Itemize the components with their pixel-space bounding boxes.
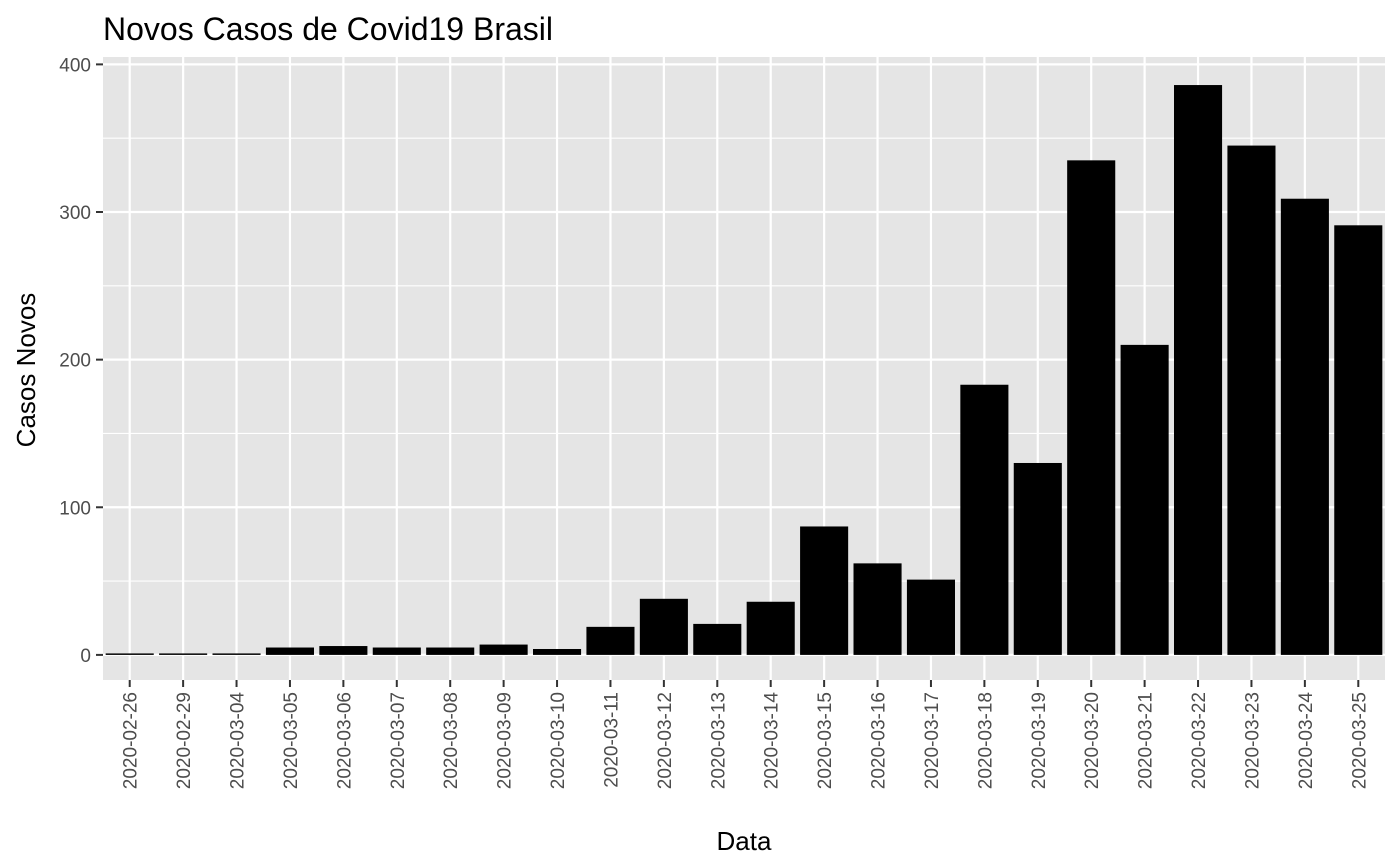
bar: [1280, 198, 1329, 655]
bar: [212, 653, 261, 655]
y-tick-label: 200: [59, 351, 91, 372]
bar: [1120, 344, 1169, 655]
x-tick-label: 2020-03-17: [922, 692, 943, 789]
bar: [1067, 160, 1116, 655]
bar: [906, 579, 955, 655]
y-axis: 0 100 200 300 400: [59, 55, 103, 667]
bar: [586, 626, 635, 655]
y-tick-label: 300: [59, 203, 91, 224]
x-tick-label: 2020-03-20: [1082, 692, 1103, 789]
x-tick-label: 2020-03-21: [1136, 692, 1157, 789]
bar: [1334, 225, 1383, 655]
x-tick-label: 2020-03-25: [1349, 692, 1370, 789]
bar: [1013, 462, 1062, 655]
y-tick-label: 400: [59, 55, 91, 76]
x-tick-label: 2020-02-26: [121, 692, 142, 789]
x-tick-label: 2020-03-14: [762, 692, 783, 790]
x-tick-label: 2020-02-29: [174, 692, 195, 789]
x-tick-label: 2020-03-06: [334, 692, 355, 789]
bar: [426, 647, 475, 655]
bar: [1174, 85, 1223, 655]
bars: [105, 85, 1383, 655]
x-tick-label: 2020-03-10: [548, 692, 569, 789]
x-tick-label: 2020-03-15: [815, 692, 836, 789]
x-tick-label: 2020-03-18: [975, 692, 996, 789]
bar: [533, 648, 582, 655]
x-tick-label: 2020-03-12: [655, 692, 676, 789]
bar: [372, 647, 421, 655]
x-tick-label: 2020-03-23: [1242, 692, 1263, 789]
x-tick-label: 2020-03-04: [228, 692, 249, 790]
grid-minor: [103, 137, 1385, 582]
bar: [746, 601, 795, 655]
bar: [319, 646, 368, 655]
x-tick-label: 2020-03-08: [441, 692, 462, 789]
chart-title: Novos Casos de Covid19 Brasil: [103, 11, 553, 47]
bar: [693, 623, 742, 655]
bar: [105, 653, 154, 655]
x-tick-label: 2020-03-19: [1029, 692, 1050, 789]
x-tick-label: 2020-03-16: [869, 692, 890, 789]
bar: [960, 384, 1009, 655]
bar: [853, 563, 902, 655]
x-tick-label: 2020-03-05: [281, 692, 302, 789]
x-tick-label: 2020-03-13: [708, 692, 729, 789]
x-axis: 2020-02-26 2020-02-29 2020-03-04 2020-03-05…: [121, 680, 1370, 790]
x-tick-label: 2020-03-09: [495, 692, 516, 789]
y-tick-label: 100: [59, 498, 91, 519]
x-tick-label: 2020-03-11: [601, 692, 622, 788]
bar: [1227, 145, 1276, 655]
x-tick-label: 2020-03-22: [1189, 692, 1210, 789]
y-axis-title: Casos Novos: [11, 293, 41, 448]
x-tick-label: 2020-03-24: [1296, 692, 1317, 790]
bar: [800, 526, 849, 655]
x-tick-label: 2020-03-07: [388, 692, 409, 789]
y-tick-label: 0: [80, 646, 91, 667]
bar: [479, 644, 528, 655]
bar: [265, 647, 314, 655]
bar: [639, 598, 688, 655]
bar: [159, 653, 208, 655]
x-axis-title: Data: [717, 826, 772, 856]
plot-panel: [103, 57, 1385, 680]
